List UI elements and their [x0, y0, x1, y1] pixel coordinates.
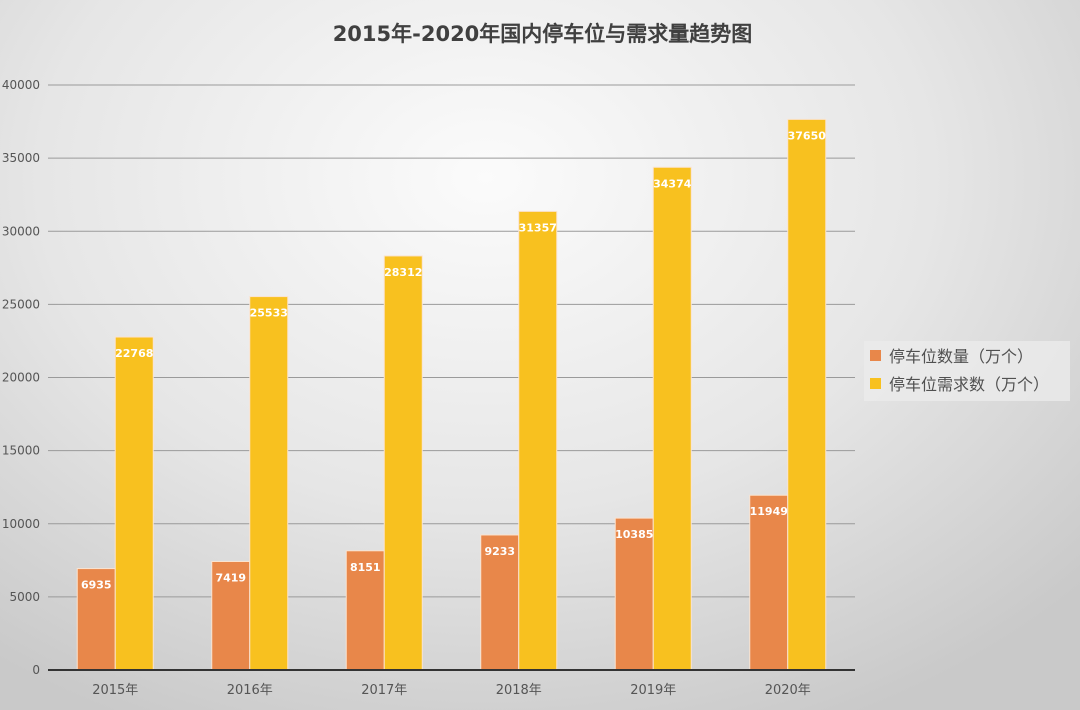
bar-2016年-1 — [249, 296, 289, 671]
y-tick-label: 40000 — [2, 78, 40, 92]
bar-2016年-0 — [211, 560, 251, 671]
bar-2020年-1 — [787, 118, 827, 671]
data-label: 22768 — [115, 347, 153, 360]
y-tick-label: 35000 — [2, 151, 40, 165]
bar-2020年-0 — [749, 494, 789, 671]
bar-2018年-0 — [480, 534, 520, 671]
data-label: 31357 — [519, 221, 557, 234]
y-tick-label: 15000 — [2, 444, 40, 458]
y-tick-label: 30000 — [2, 224, 40, 238]
y-tick-label: 20000 — [2, 371, 40, 385]
x-tick-label: 2020年 — [765, 683, 811, 698]
data-label: 11949 — [750, 505, 788, 518]
data-label: 6935 — [81, 579, 112, 592]
data-label: 25533 — [250, 307, 288, 320]
bar-2017年-1 — [383, 255, 423, 671]
data-label: 34374 — [653, 177, 692, 190]
x-tick-label: 2015年 — [92, 683, 138, 698]
data-label: 7419 — [215, 571, 246, 584]
legend-item-supply: 停车位数量（万个） — [864, 341, 1070, 369]
x-tick-label: 2016年 — [227, 683, 273, 698]
legend: 停车位数量（万个） 停车位需求数（万个） — [864, 341, 1070, 401]
legend-label: 停车位数量（万个） — [889, 347, 1034, 366]
data-label: 28312 — [384, 266, 422, 279]
legend-item-demand: 停车位需求数（万个） — [864, 369, 1070, 397]
y-tick-label: 10000 — [2, 517, 40, 531]
data-label: 10385 — [615, 528, 653, 541]
y-tick-label: 5000 — [9, 590, 40, 604]
bar-2015年-1 — [114, 336, 154, 671]
y-tick-label: 0 — [32, 663, 40, 677]
x-tick-label: 2017年 — [361, 683, 407, 698]
bar-2019年-1 — [652, 166, 692, 671]
data-label: 8151 — [350, 561, 381, 574]
data-label: 9233 — [484, 545, 515, 558]
bar-2018年-1 — [518, 210, 558, 671]
legend-swatch — [870, 349, 881, 361]
legend-label: 停车位需求数（万个） — [889, 375, 1050, 394]
x-tick-label: 2019年 — [630, 683, 676, 698]
legend-swatch — [870, 377, 881, 389]
data-label: 37650 — [788, 129, 827, 142]
y-tick-label: 25000 — [2, 297, 40, 311]
chart-title: 2015年-2020年国内停车位与需求量趋势图 — [332, 22, 753, 46]
x-tick-label: 2018年 — [496, 683, 542, 698]
